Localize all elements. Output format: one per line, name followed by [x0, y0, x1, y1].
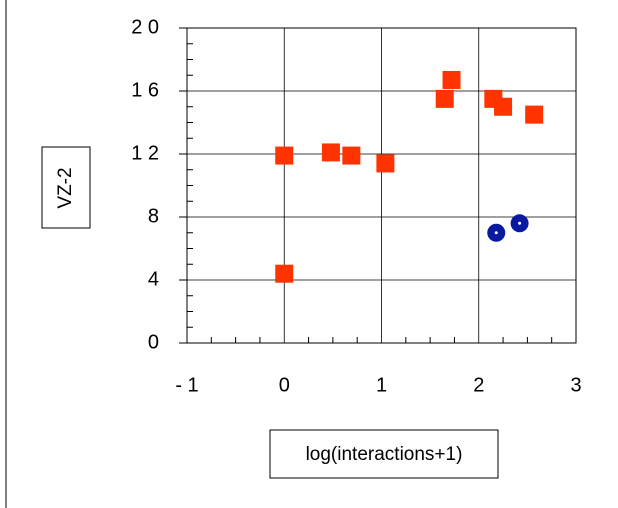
- x-tick-label: - 1: [175, 374, 198, 396]
- square-data-point: [376, 154, 395, 173]
- square-data-point: [442, 70, 461, 89]
- y-tick-label: 4: [148, 268, 159, 290]
- x-tick-labels: - 1 0 1 2 3: [175, 374, 581, 396]
- plot-frame: [186, 27, 577, 344]
- square-data-point: [275, 264, 294, 283]
- data-points: [275, 70, 544, 283]
- x-axis-label: log(interactions+1): [306, 444, 463, 465]
- minor-ticks: [179, 27, 553, 344]
- circle-data-point: [510, 214, 529, 233]
- square-data-point: [342, 146, 361, 165]
- y-tick-label: 1 2: [131, 142, 159, 164]
- square-data-point: [525, 105, 544, 124]
- y-tick-label: 2 0: [131, 16, 159, 38]
- x-tick-label: 3: [570, 374, 581, 396]
- axes: [186, 27, 577, 344]
- x-axis-label-box: [269, 429, 499, 479]
- y-tick-label: 1 6: [131, 79, 159, 101]
- square-data-point: [321, 143, 340, 162]
- square-data-point: [435, 89, 454, 108]
- circle-data-point: [487, 223, 506, 242]
- y-tick-labels: 0 4 8 1 2 1 6 2 0: [131, 16, 159, 353]
- x-tick-label: 2: [473, 374, 484, 396]
- y-axis-label-box: [41, 146, 91, 229]
- y-axis-label: VZ-2: [55, 167, 76, 208]
- square-data-point: [275, 146, 294, 165]
- y-tick-label: 8: [148, 205, 159, 227]
- square-data-point: [494, 97, 513, 116]
- y-tick-label: 0: [148, 331, 159, 353]
- grid: [187, 28, 576, 343]
- x-tick-label: 0: [279, 374, 290, 396]
- x-tick-label: 1: [376, 374, 387, 396]
